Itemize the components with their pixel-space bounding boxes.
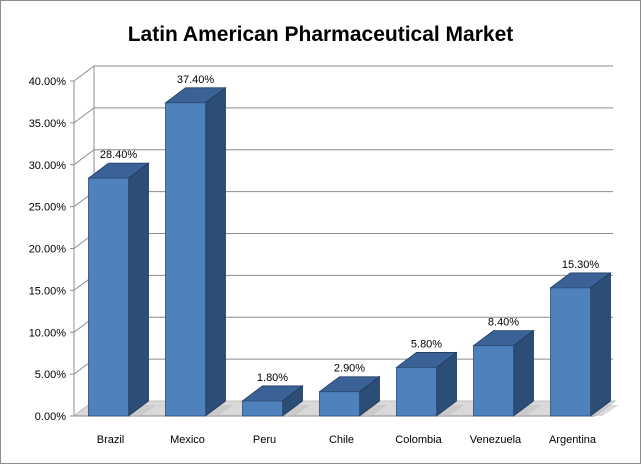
y-tick-label: 15.00% xyxy=(29,285,67,297)
data-label: 5.80% xyxy=(411,338,442,350)
labels: 28.40% Brazil 37.40% Mexico 1.80% Peru 2.90% Ch… xyxy=(97,74,600,446)
x-tick-label: Argentina xyxy=(549,434,597,446)
bar-front xyxy=(473,345,514,417)
x-tick-label: Chile xyxy=(329,434,354,446)
data-label: 1.80% xyxy=(257,372,288,384)
data-label: 8.40% xyxy=(488,317,519,329)
bar-side xyxy=(590,272,611,417)
bar xyxy=(87,162,157,417)
bar-front xyxy=(319,391,360,417)
y-tick-label: 20.00% xyxy=(29,244,67,256)
x-tick-label: Colombia xyxy=(395,434,442,446)
gridline-diagonal xyxy=(73,65,95,82)
x-tick-label: Peru xyxy=(253,434,276,446)
bar-side xyxy=(205,86,226,417)
x-tick-label: Brazil xyxy=(97,434,125,446)
y-tick-label: 0.00% xyxy=(35,411,66,423)
gridline-diagonal xyxy=(73,149,95,166)
y-tick-label: 25.00% xyxy=(29,202,67,214)
y-tick-label: 30.00% xyxy=(29,160,67,172)
bar-front xyxy=(88,177,129,417)
y-tick-label: 10.00% xyxy=(29,327,67,339)
y-tick-label: 5.00% xyxy=(35,369,66,381)
y-tick-label: 40.00% xyxy=(29,76,67,88)
bar xyxy=(318,375,388,417)
bar xyxy=(164,86,234,417)
data-label: 37.40% xyxy=(177,74,215,86)
bar-front xyxy=(550,287,591,417)
x-tick-label: Venezuela xyxy=(470,434,522,446)
bar-side xyxy=(128,162,149,417)
bars xyxy=(87,86,619,417)
bar-front xyxy=(242,400,283,417)
data-label: 2.90% xyxy=(334,363,365,375)
gridline-diagonal xyxy=(73,107,95,124)
bar-front xyxy=(165,102,206,417)
data-label: 15.30% xyxy=(562,259,600,271)
bar-front xyxy=(396,367,437,417)
data-label: 28.40% xyxy=(100,149,138,161)
x-tick-label: Mexico xyxy=(170,434,205,446)
y-tick-label: 35.00% xyxy=(29,118,67,130)
bar xyxy=(549,272,619,417)
bar xyxy=(472,329,542,417)
bar xyxy=(241,385,311,417)
bar xyxy=(395,351,465,417)
chart-title: Latin American Pharmaceutical Market xyxy=(127,23,514,46)
y-axis: 0.00% 5.00% 10.00% 15.00% 20.00% 25.00% 30.00%… xyxy=(29,66,95,423)
